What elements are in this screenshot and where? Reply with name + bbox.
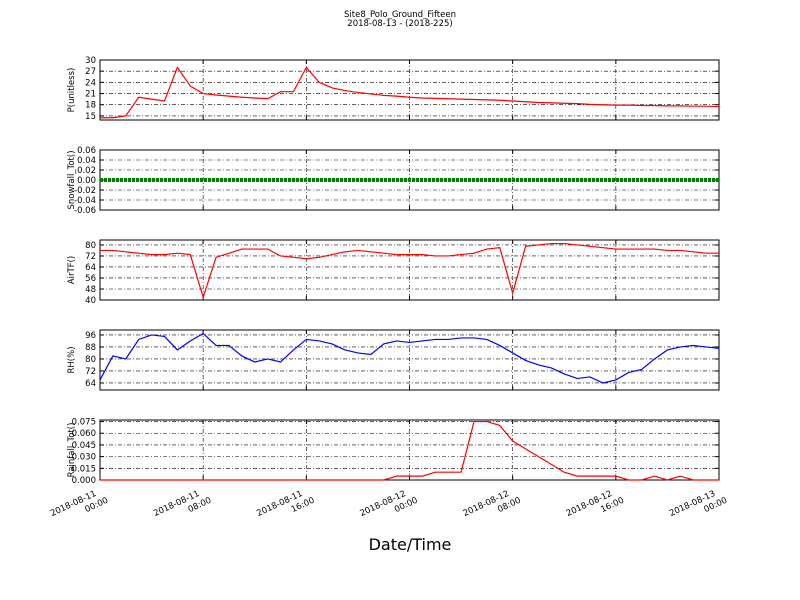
x-tick-label: 2018-08-1200:00: [359, 486, 420, 529]
data-line: [100, 242, 719, 300]
y-tick-label: 15: [85, 112, 96, 122]
y-tick-label: -0.04: [74, 196, 96, 206]
y-tick-label: 80: [85, 355, 96, 365]
y-tick-label: 0.015: [72, 464, 96, 474]
y-axis-label: Snowfall_Tot(): [67, 150, 77, 209]
x-tick-label: 2018-08-1108:00: [152, 486, 213, 529]
y-tick-label: 64: [85, 263, 96, 273]
y-tick-label: 0.06: [77, 146, 96, 156]
y-tick-label: 27: [85, 67, 96, 77]
x-tick-label: 2018-08-1216:00: [565, 486, 626, 529]
y-tick-label: 80: [85, 241, 96, 251]
plot-frame: [99, 239, 720, 301]
plot-frame: [99, 59, 720, 121]
y-axis-label: P(unitless): [67, 68, 77, 113]
y-tick-label: 21: [85, 90, 96, 100]
y-tick-label: 56: [85, 274, 96, 284]
x-tick-label: 2018-08-1116:00: [255, 486, 316, 529]
x-tick-label: 2018-08-1208:00: [462, 486, 523, 529]
plot-frame: [99, 419, 720, 481]
y-tick-label: 0.060: [72, 429, 96, 439]
y-tick-label: 64: [85, 379, 96, 389]
chart-subtitle: 2018-08-13 - (2018-225): [347, 19, 452, 29]
data-line: [100, 66, 720, 119]
data-line: [100, 420, 719, 481]
y-tick-label: 88: [85, 343, 96, 353]
y-tick-label: 0.04: [77, 156, 96, 166]
y-tick-label: 0.045: [72, 441, 96, 451]
y-tick-label: 96: [85, 331, 96, 341]
y-tick-label: 18: [85, 101, 96, 111]
y-tick-label: -0.02: [74, 186, 96, 196]
x-tick-label: 2018-08-1300:00: [668, 486, 729, 529]
y-tick-label: 0.030: [72, 453, 96, 463]
x-axis-label: Date/Time: [369, 535, 452, 554]
x-tick-label: 2018-08-1100:00: [49, 486, 110, 529]
plot-frame: [99, 329, 720, 391]
y-tick-label: 72: [85, 367, 96, 377]
y-tick-label: 0.02: [77, 166, 96, 176]
y-tick-label: 0.075: [72, 418, 96, 428]
y-tick-label: 48: [85, 285, 96, 295]
y-tick-label: 40: [85, 296, 96, 306]
y-tick-label: 24: [85, 78, 96, 88]
y-tick-label: 30: [85, 56, 96, 66]
y-axis-label: AirTF(): [67, 256, 77, 284]
y-tick-label: 72: [85, 252, 96, 262]
y-tick-label: 0.000: [72, 476, 96, 486]
data-line: [99, 332, 720, 384]
chart-title: Site8_Polo_Ground_Fifteen: [344, 10, 456, 20]
y-tick-label: -0.06: [74, 206, 96, 216]
y-axis-label: RH(%): [67, 346, 77, 373]
y-axis-label: Rainfall_Tot(): [67, 423, 77, 478]
y-tick-label: 0.00: [77, 176, 96, 186]
